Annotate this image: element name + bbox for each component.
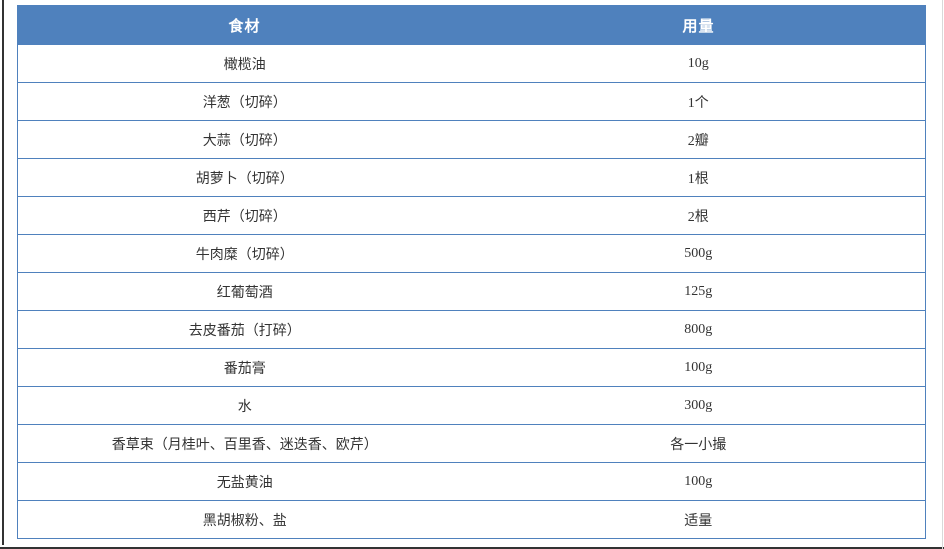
- ingredient-cell: 牛肉糜（切碎）: [17, 234, 472, 273]
- ingredient-cell: 西芹（切碎）: [17, 196, 472, 235]
- amount-cell: 10g: [471, 44, 926, 83]
- table-row: 洋葱（切碎） 1个: [17, 82, 926, 121]
- amount-cell: 1根: [471, 158, 926, 197]
- ingredient-cell: 橄榄油: [17, 44, 472, 83]
- table-header-row: 食材 用量: [17, 5, 926, 45]
- table-body: 橄榄油 10g 洋葱（切碎） 1个 大蒜（切碎） 2瓣 胡萝卜（切碎） 1根 西芹（切碎） 2根牛…: [17, 44, 926, 539]
- ingredient-cell: 去皮番茄（打碎）: [17, 310, 472, 349]
- ingredient-cell: 黑胡椒粉、盐: [17, 500, 472, 539]
- page-left-edge-line: [2, 0, 4, 545]
- amount-cell: 500g: [471, 234, 926, 273]
- table-row: 香草束（月桂叶、百里香、迷迭香、欧芹） 各一小撮: [17, 424, 926, 463]
- ingredient-cell: 洋葱（切碎）: [17, 82, 472, 121]
- amount-cell: 100g: [471, 462, 926, 501]
- column-header-amount: 用量: [471, 5, 926, 45]
- amount-cell: 2瓣: [471, 120, 926, 159]
- table-row: 水 300g: [17, 386, 926, 425]
- amount-cell: 300g: [471, 386, 926, 425]
- table-header: 食材 用量: [17, 5, 926, 45]
- table-row: 无盐黄油 100g: [17, 462, 926, 501]
- amount-cell: 100g: [471, 348, 926, 387]
- ingredient-cell: 大蒜（切碎）: [17, 120, 472, 159]
- amount-cell: 1个: [471, 82, 926, 121]
- ingredient-cell: 香草束（月桂叶、百里香、迷迭香、欧芹）: [17, 424, 472, 463]
- table-row: 橄榄油 10g: [17, 44, 926, 83]
- amount-cell: 800g: [471, 310, 926, 349]
- amount-cell: 2根: [471, 196, 926, 235]
- page-right-edge-line: [942, 0, 943, 549]
- ingredients-table: 食材 用量 橄榄油 10g 洋葱（切碎） 1个 大蒜（切碎） 2瓣 胡萝卜（切碎） 1根 西芹（…: [17, 5, 926, 539]
- amount-cell: 125g: [471, 272, 926, 311]
- table-row: 红葡萄酒 125g: [17, 272, 926, 311]
- ingredient-cell: 胡萝卜（切碎）: [17, 158, 472, 197]
- amount-cell: 各一小撮: [471, 424, 926, 463]
- ingredient-cell: 水: [17, 386, 472, 425]
- table-row: 牛肉糜（切碎） 500g: [17, 234, 926, 273]
- table-row: 去皮番茄（打碎） 800g: [17, 310, 926, 349]
- amount-cell: 适量: [471, 500, 926, 539]
- ingredient-cell: 无盐黄油: [17, 462, 472, 501]
- table-row: 黑胡椒粉、盐 适量: [17, 500, 926, 539]
- column-header-ingredient: 食材: [17, 5, 472, 45]
- ingredient-cell: 番茄膏: [17, 348, 472, 387]
- page-bottom-edge-line: [0, 547, 944, 549]
- table-row: 胡萝卜（切碎） 1根: [17, 158, 926, 197]
- ingredient-cell: 红葡萄酒: [17, 272, 472, 311]
- table-row: 番茄膏 100g: [17, 348, 926, 387]
- table-row: 西芹（切碎） 2根: [17, 196, 926, 235]
- table-row: 大蒜（切碎） 2瓣: [17, 120, 926, 159]
